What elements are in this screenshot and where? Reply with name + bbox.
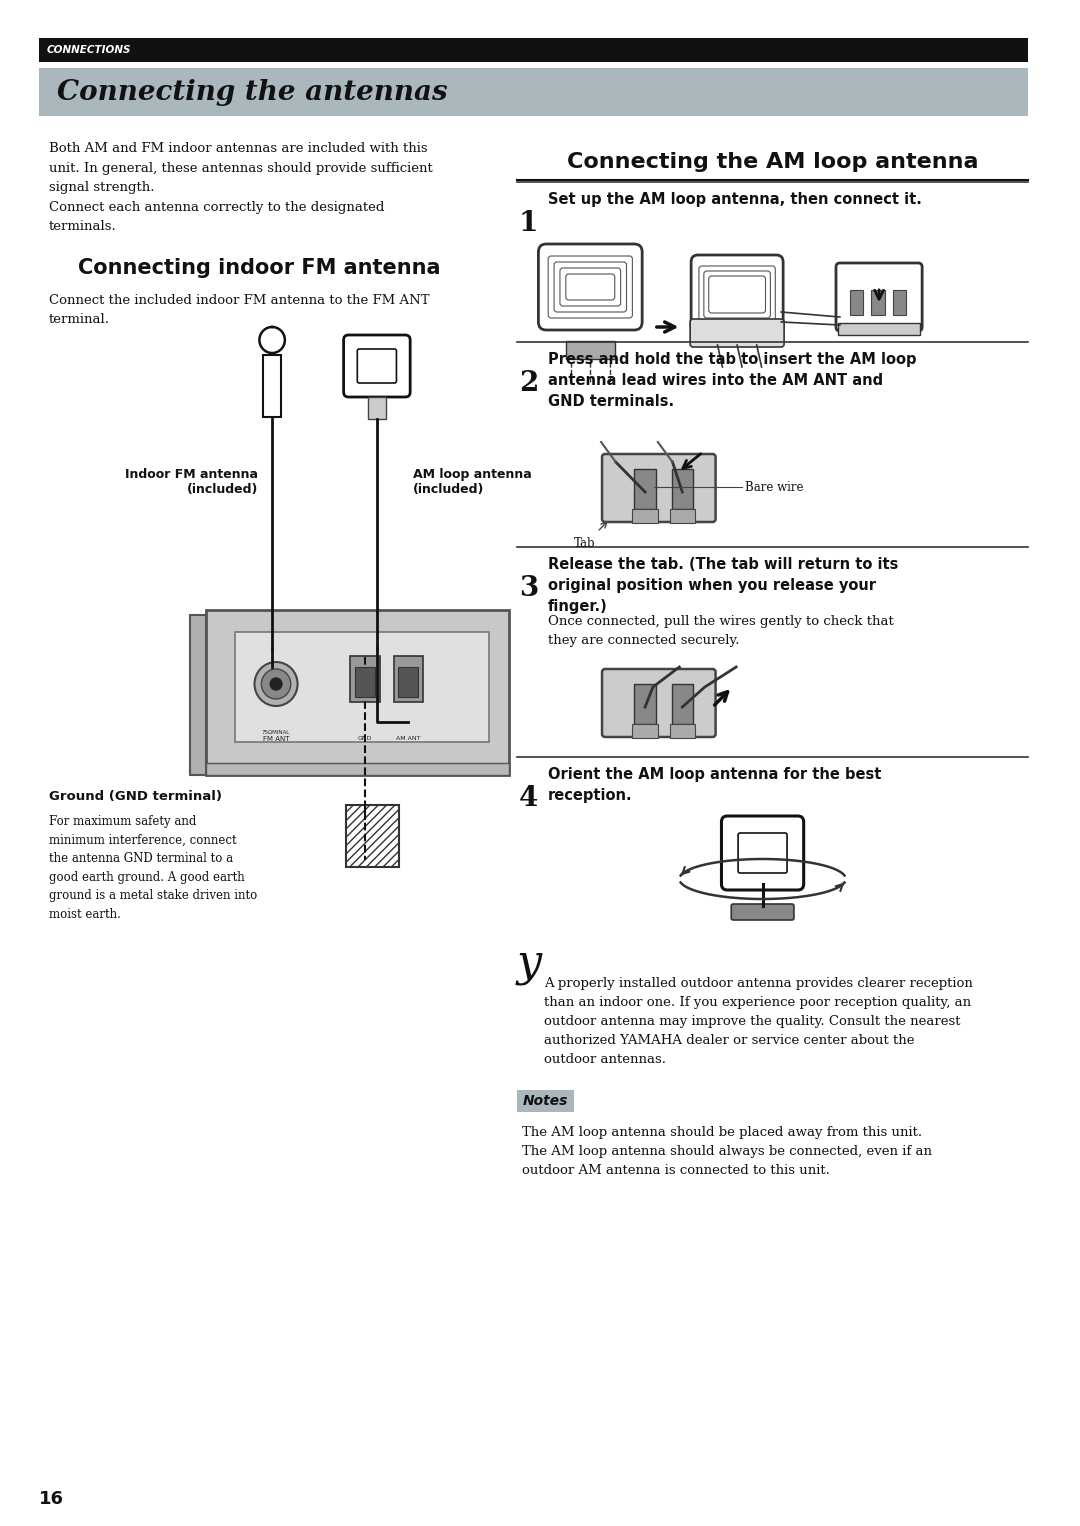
Text: Notes: Notes: [523, 1094, 568, 1108]
Bar: [205, 610, 509, 775]
Text: Press and hold the tab to insert the AM loop
antenna lead wires into the AM ANT : Press and hold the tab to insert the AM …: [549, 353, 917, 409]
Text: Tab: Tab: [573, 537, 595, 549]
Bar: [634, 468, 656, 510]
Bar: [355, 667, 375, 697]
FancyBboxPatch shape: [691, 255, 783, 334]
Bar: [346, 806, 400, 867]
FancyBboxPatch shape: [836, 262, 922, 331]
Text: 16: 16: [39, 1489, 64, 1508]
Bar: [368, 397, 386, 420]
Text: 75ΩMINAL: 75ΩMINAL: [262, 729, 291, 736]
Text: 2: 2: [518, 369, 538, 397]
FancyBboxPatch shape: [738, 833, 787, 873]
Bar: [39, 38, 1028, 63]
Text: Bare wire: Bare wire: [745, 481, 804, 493]
Bar: [672, 684, 693, 723]
FancyBboxPatch shape: [721, 816, 804, 890]
Bar: [838, 324, 920, 336]
Circle shape: [270, 678, 282, 690]
Text: FM ANT: FM ANT: [262, 736, 289, 742]
Bar: [633, 510, 658, 523]
Text: Both AM and FM indoor antennas are included with this
unit. In general, these an: Both AM and FM indoor antennas are inclu…: [49, 142, 433, 233]
Text: (included): (included): [414, 484, 485, 496]
Bar: [190, 615, 205, 775]
Text: Orient the AM loop antenna for the best
reception.: Orient the AM loop antenna for the best …: [549, 768, 881, 803]
Text: y: y: [517, 942, 542, 986]
Circle shape: [261, 668, 291, 699]
Bar: [205, 763, 509, 775]
Bar: [517, 1090, 573, 1112]
Bar: [399, 667, 418, 697]
Bar: [670, 723, 696, 739]
Bar: [850, 290, 863, 314]
FancyBboxPatch shape: [731, 903, 794, 920]
Text: A properly installed outdoor antenna provides clearer reception
than an indoor o: A properly installed outdoor antenna pro…: [544, 977, 973, 1067]
Text: AM ANT: AM ANT: [396, 736, 420, 742]
Text: GND: GND: [357, 736, 373, 742]
Text: Release the tab. (The tab will return to its
original position when you release : Release the tab. (The tab will return to…: [549, 557, 899, 613]
FancyBboxPatch shape: [539, 244, 643, 330]
Text: 3: 3: [518, 575, 538, 601]
Bar: [39, 69, 1028, 116]
Text: Indoor FM antenna: Indoor FM antenna: [125, 468, 258, 481]
Bar: [633, 723, 658, 739]
Text: Ground (GND terminal): Ground (GND terminal): [49, 790, 222, 803]
FancyBboxPatch shape: [602, 455, 716, 522]
Bar: [670, 510, 696, 523]
Bar: [566, 340, 615, 359]
Text: CONNECTIONS: CONNECTIONS: [48, 44, 132, 55]
FancyBboxPatch shape: [690, 319, 784, 346]
Text: 1: 1: [518, 211, 538, 237]
FancyBboxPatch shape: [357, 349, 396, 383]
Circle shape: [260, 328, 284, 353]
Bar: [350, 656, 380, 702]
Bar: [264, 356, 281, 417]
Bar: [672, 468, 693, 510]
Bar: [393, 656, 423, 702]
Text: Connecting the AM loop antenna: Connecting the AM loop antenna: [567, 153, 978, 172]
Bar: [872, 290, 885, 314]
FancyBboxPatch shape: [343, 336, 410, 397]
Bar: [893, 290, 906, 314]
Text: Connecting indoor FM antenna: Connecting indoor FM antenna: [79, 258, 441, 278]
Text: Connecting the antennas: Connecting the antennas: [57, 78, 447, 105]
Text: Once connected, pull the wires gently to check that
they are connected securely.: Once connected, pull the wires gently to…: [549, 615, 894, 647]
Circle shape: [255, 662, 298, 707]
Text: 4: 4: [518, 784, 538, 812]
Bar: [235, 632, 489, 742]
Text: AM loop antenna: AM loop antenna: [414, 468, 531, 481]
Text: For maximum safety and
minimum interference, connect
the antenna GND terminal to: For maximum safety and minimum interfere…: [49, 815, 257, 920]
Text: The AM loop antenna should be placed away from this unit.
The AM loop antenna sh: The AM loop antenna should be placed awa…: [522, 1126, 932, 1177]
Text: (included): (included): [187, 484, 258, 496]
FancyBboxPatch shape: [602, 668, 716, 737]
Text: Connect the included indoor FM antenna to the FM ANT
terminal.: Connect the included indoor FM antenna t…: [49, 295, 430, 327]
Bar: [634, 684, 656, 723]
Text: Set up the AM loop antenna, then connect it.: Set up the AM loop antenna, then connect…: [549, 192, 922, 208]
